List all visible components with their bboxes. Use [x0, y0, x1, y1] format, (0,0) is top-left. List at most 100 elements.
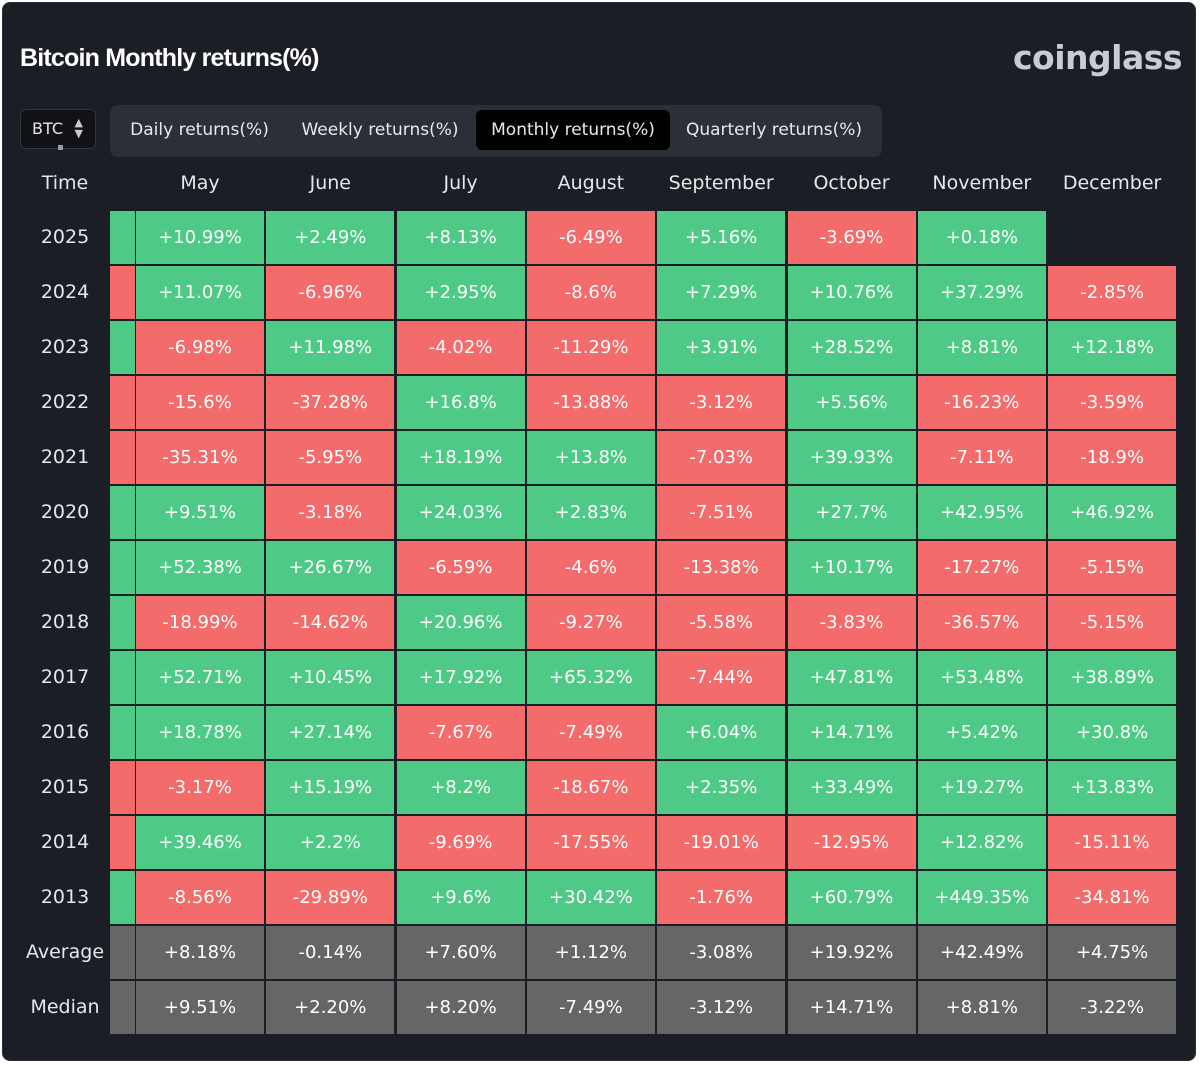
return-cell: +30.42%	[526, 871, 655, 924]
return-cell: -9.27%	[526, 596, 655, 649]
return-cell: +3.91%	[657, 321, 786, 374]
row-trend-strip	[110, 651, 135, 704]
summary-cell: +7.60%	[396, 926, 525, 979]
return-cell: -11.29%	[526, 321, 655, 374]
row-trend-strip	[110, 211, 135, 264]
row-trend-strip	[110, 321, 135, 374]
row-label: 2014	[40, 831, 90, 853]
column-header-august: August	[557, 172, 625, 194]
return-cell: +8.81%	[917, 321, 1046, 374]
column-header-november: November	[932, 172, 1032, 194]
return-cell: -37.28%	[266, 376, 395, 429]
return-cell: +449.35%	[917, 871, 1046, 924]
return-cell: +2.2%	[266, 816, 395, 869]
return-cell: +27.14%	[266, 706, 395, 759]
return-cell: -7.67%	[396, 706, 525, 759]
return-cell: +13.8%	[526, 431, 655, 484]
coin-select[interactable]: BTC ▲ ▼	[20, 109, 96, 150]
row-label: 2018	[40, 611, 90, 633]
summary-cell: +4.75%	[1048, 926, 1177, 979]
return-cell: -3.69%	[787, 211, 916, 264]
row-label: 2017	[40, 666, 90, 688]
row-label: 2021	[40, 446, 90, 468]
tab-daily-returns[interactable]: Daily returns(%)	[130, 120, 269, 140]
return-cell: +7.29%	[657, 266, 786, 319]
return-cell: -8.6%	[526, 266, 655, 319]
column-header-october: October	[813, 172, 890, 194]
return-cell: -7.03%	[657, 431, 786, 484]
return-cell: +42.95%	[917, 486, 1046, 539]
return-cell: -7.49%	[526, 706, 655, 759]
summary-cell: -3.12%	[657, 981, 786, 1034]
return-cell: -9.69%	[396, 816, 525, 869]
return-cell: +33.49%	[787, 761, 916, 814]
focus-dot	[58, 145, 63, 150]
return-cell: -36.57%	[917, 596, 1046, 649]
return-cell: +5.42%	[917, 706, 1046, 759]
return-cell: +60.79%	[787, 871, 916, 924]
return-cell: -6.98%	[136, 321, 264, 374]
return-cell: +9.51%	[136, 486, 264, 539]
return-cell: +19.27%	[917, 761, 1046, 814]
row-label: 2023	[40, 336, 90, 358]
column-header-july: July	[443, 172, 478, 194]
return-cell: +2.95%	[396, 266, 525, 319]
row-trend-strip	[110, 541, 135, 594]
return-cell: +2.83%	[526, 486, 655, 539]
return-cell: -5.58%	[657, 596, 786, 649]
row-label: Average	[25, 941, 105, 963]
return-cell: +20.96%	[396, 596, 525, 649]
tab-quarterly-returns[interactable]: Quarterly returns(%)	[685, 120, 863, 140]
tab-monthly-returns[interactable]: Monthly returns(%)	[476, 110, 670, 150]
row-label: 2024	[40, 281, 90, 303]
return-cell: -7.44%	[657, 651, 786, 704]
return-cell: -18.99%	[136, 596, 264, 649]
summary-cell: -7.49%	[526, 981, 655, 1034]
coinglass-logo: coinglass	[1012, 38, 1183, 77]
return-cell: -15.6%	[136, 376, 264, 429]
return-cell: +9.6%	[396, 871, 525, 924]
return-cell: -3.18%	[266, 486, 395, 539]
row-trend-strip	[110, 486, 135, 539]
return-cell: -7.51%	[657, 486, 786, 539]
return-cell: -4.02%	[396, 321, 525, 374]
return-cell: -29.89%	[266, 871, 395, 924]
return-cell: +28.52%	[787, 321, 916, 374]
row-label: 2013	[40, 886, 90, 908]
return-cell: +10.99%	[136, 211, 264, 264]
column-header-june: June	[309, 172, 351, 194]
return-cell: -16.23%	[917, 376, 1046, 429]
return-cell: +0.18%	[917, 211, 1046, 264]
summary-cell: +19.92%	[787, 926, 916, 979]
return-cell: +30.8%	[1048, 706, 1177, 759]
returns-period-tabs: Daily returns(%) Weekly returns(%) Month…	[110, 105, 882, 157]
return-cell: +2.35%	[657, 761, 786, 814]
column-header-september: September	[668, 172, 774, 194]
summary-cell: +8.18%	[136, 926, 264, 979]
row-label: 2025	[40, 226, 90, 248]
row-trend-strip	[110, 706, 135, 759]
summary-cell: +8.81%	[917, 981, 1046, 1034]
row-label: 2019	[40, 556, 90, 578]
row-trend-strip	[110, 266, 135, 319]
tab-weekly-returns[interactable]: Weekly returns(%)	[301, 120, 459, 140]
return-cell: +10.76%	[787, 266, 916, 319]
row-label: Median	[30, 996, 100, 1018]
return-cell: +14.71%	[787, 706, 916, 759]
return-cell: +47.81%	[787, 651, 916, 704]
return-cell: +11.07%	[136, 266, 264, 319]
return-cell: -34.81%	[1048, 871, 1177, 924]
return-cell: +39.93%	[787, 431, 916, 484]
row-label: 2022	[40, 391, 90, 413]
return-cell: +16.8%	[396, 376, 525, 429]
chart-title: Bitcoin Monthly returns(%)	[20, 44, 319, 72]
return-cell: -3.83%	[787, 596, 916, 649]
return-cell: +52.71%	[136, 651, 264, 704]
return-cell: +53.48%	[917, 651, 1046, 704]
return-cell: +26.67%	[266, 541, 395, 594]
return-cell: +18.19%	[396, 431, 525, 484]
return-cell: -6.49%	[526, 211, 655, 264]
return-cell: +27.7%	[787, 486, 916, 539]
return-cell: +37.29%	[917, 266, 1046, 319]
